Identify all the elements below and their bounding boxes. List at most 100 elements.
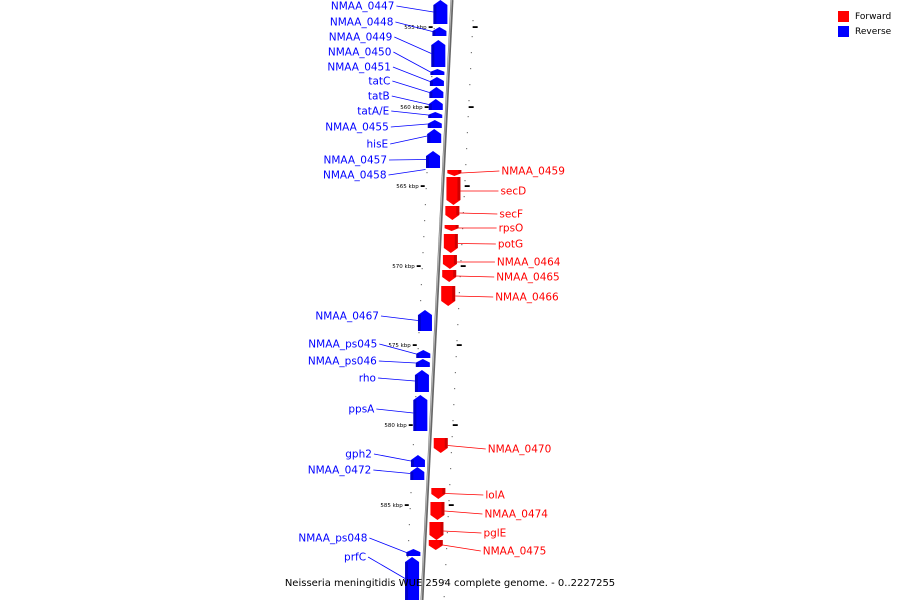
gene-ppsa[interactable] bbox=[413, 395, 428, 431]
minor-tick-dot bbox=[465, 164, 467, 166]
scale-ticks: 555 kbp 560 kbp 565 kbp 570 kbp 575 kbp 580 k… bbox=[380, 25, 478, 509]
gene-label-nmaa-0467[interactable]: NMAA_0467 bbox=[315, 311, 379, 323]
minor-tick-dot bbox=[451, 436, 453, 438]
gene-label-tatc[interactable]: tatC bbox=[368, 76, 390, 88]
gene-leader-line bbox=[369, 537, 407, 553]
backbone bbox=[420, 0, 454, 600]
scale-tick-label: 580 kbp bbox=[384, 423, 407, 429]
gene-nmaa-0450[interactable] bbox=[430, 69, 445, 75]
gene-leader-line bbox=[396, 5, 434, 13]
gene-nmaa-0449[interactable] bbox=[431, 40, 446, 67]
gene-label-nmaa-0459[interactable]: NMAA_0459 bbox=[501, 166, 565, 178]
minor-tick-dot bbox=[443, 596, 445, 598]
gene-nmaa-ps046[interactable] bbox=[415, 359, 430, 367]
minor-tick-dot bbox=[420, 300, 422, 302]
gene-leader-line bbox=[390, 135, 428, 145]
gene-nmaa-0455[interactable] bbox=[427, 120, 442, 128]
gene-label-ppsa[interactable]: ppsA bbox=[348, 404, 375, 416]
gene-tata-e[interactable] bbox=[428, 112, 443, 118]
legend-item-forward[interactable]: Forward bbox=[838, 9, 891, 24]
gene-leader-line bbox=[380, 315, 419, 321]
gene-nmaa-0447[interactable] bbox=[433, 0, 448, 24]
gene-nmaa-0459[interactable] bbox=[447, 170, 462, 176]
legend-item-reverse[interactable]: Reverse bbox=[838, 24, 891, 39]
minor-tick-dot bbox=[448, 500, 450, 502]
gene-label-nmaa-0474[interactable]: NMAA_0474 bbox=[484, 509, 548, 521]
minor-tick-dot bbox=[446, 532, 448, 534]
gene-secf[interactable] bbox=[445, 206, 460, 220]
gene-nmaa-ps045[interactable] bbox=[416, 350, 431, 358]
gene-potg[interactable] bbox=[443, 234, 458, 253]
scale-tick-label: 560 kbp bbox=[400, 105, 423, 111]
gene-secd[interactable] bbox=[446, 177, 461, 205]
gene-label-hise[interactable]: hisE bbox=[367, 139, 389, 151]
gene-nmaa-0467[interactable] bbox=[417, 310, 432, 331]
gene-nmaa-0472[interactable] bbox=[410, 467, 425, 480]
minor-tick-dot bbox=[407, 556, 409, 558]
gene-label-nmaa-0451[interactable]: NMAA_0451 bbox=[327, 62, 391, 74]
gene-rho[interactable] bbox=[414, 370, 429, 392]
gene-label-nmaa-0465[interactable]: NMAA_0465 bbox=[496, 272, 560, 284]
gene-label-nmaa-0449[interactable]: NMAA_0449 bbox=[329, 32, 393, 44]
minor-tick-dot bbox=[466, 148, 468, 150]
gene-leader-line bbox=[447, 445, 486, 450]
gene-nmaa-0448[interactable] bbox=[432, 27, 447, 36]
gene-label-lola[interactable]: lolA bbox=[485, 490, 505, 502]
minor-tick-dot bbox=[455, 356, 457, 358]
minor-tick-dot bbox=[460, 260, 462, 262]
gene-label-nmaa-0458[interactable]: NMAA_0458 bbox=[323, 170, 387, 182]
gene-nmaa-0465[interactable] bbox=[442, 270, 457, 282]
scale-tick-mark bbox=[448, 504, 454, 506]
gene-label-secd[interactable]: secD bbox=[500, 186, 526, 198]
gene-label-nmaa-0447[interactable]: NMAA_0447 bbox=[331, 1, 395, 13]
gene-lola[interactable] bbox=[431, 488, 446, 499]
gene-label-nmaa-ps045[interactable]: NMAA_ps045 bbox=[308, 339, 377, 351]
minor-tick-dot bbox=[458, 292, 460, 294]
gene-label-pgle[interactable]: pglE bbox=[483, 528, 506, 540]
gene-nmaa-0475[interactable] bbox=[428, 540, 443, 550]
gene-nmaa-0457[interactable] bbox=[426, 151, 441, 168]
gene-label-gph2[interactable]: gph2 bbox=[345, 449, 372, 461]
minor-tick-dot bbox=[453, 404, 455, 406]
gene-nmaa-0474[interactable] bbox=[430, 502, 445, 520]
gene-label-rho[interactable]: rho bbox=[359, 373, 376, 385]
gene-nmaa-0464[interactable] bbox=[442, 255, 457, 269]
gene-label-nmaa-ps048[interactable]: NMAA_ps048 bbox=[298, 533, 367, 545]
gene-leader-line bbox=[445, 493, 484, 496]
minor-tick-dot bbox=[450, 468, 452, 470]
gene-rpso[interactable] bbox=[444, 225, 459, 231]
minor-tick-dot bbox=[431, 76, 433, 78]
gene-label-nmaa-0448[interactable]: NMAA_0448 bbox=[330, 17, 394, 29]
gene-label-nmaa-0466[interactable]: NMAA_0466 bbox=[495, 292, 559, 304]
gene-nmaa-0451[interactable] bbox=[429, 77, 444, 86]
gene-nmaa-0470[interactable] bbox=[433, 438, 448, 453]
gene-label-nmaa-0457[interactable]: NMAA_0457 bbox=[323, 155, 387, 167]
gene-nmaa-ps048[interactable] bbox=[406, 549, 421, 556]
gene-prfc[interactable] bbox=[405, 557, 420, 600]
gene-label-nmaa-0450[interactable]: NMAA_0450 bbox=[328, 47, 392, 59]
gene-leader-line bbox=[444, 510, 483, 515]
minor-tick-dot bbox=[467, 116, 469, 118]
gene-leader-line bbox=[390, 123, 428, 128]
gene-pgle[interactable] bbox=[429, 522, 444, 540]
gene-hise[interactable] bbox=[427, 129, 442, 143]
gene-label-tata-e[interactable]: tatA/E bbox=[357, 106, 389, 118]
gene-nmaa-0466[interactable] bbox=[441, 286, 456, 306]
minor-tick-dot bbox=[445, 564, 447, 566]
gene-label-tatb[interactable]: tatB bbox=[368, 91, 390, 103]
gene-label-nmaa-0455[interactable]: NMAA_0455 bbox=[325, 122, 389, 134]
gene-label-nmaa-0472[interactable]: NMAA_0472 bbox=[308, 465, 372, 477]
gene-label-prfc[interactable]: prfC bbox=[344, 552, 366, 564]
minor-tick-dot bbox=[454, 372, 456, 374]
gene-label-secf[interactable]: secF bbox=[499, 209, 523, 221]
gene-label-rpso[interactable]: rpsO bbox=[499, 223, 524, 235]
gene-label-nmaa-0475[interactable]: NMAA_0475 bbox=[483, 546, 547, 558]
gene-label-nmaa-ps046[interactable]: NMAA_ps046 bbox=[308, 356, 377, 368]
gene-gph2[interactable] bbox=[410, 455, 425, 467]
gene-leader-line bbox=[443, 530, 482, 534]
gene-tatc[interactable] bbox=[429, 87, 444, 98]
gene-label-potg[interactable]: potG bbox=[498, 239, 523, 251]
gene-tatb[interactable] bbox=[428, 99, 443, 110]
gene-label-nmaa-0464[interactable]: NMAA_0464 bbox=[497, 257, 561, 269]
gene-label-nmaa-0470[interactable]: NMAA_0470 bbox=[488, 444, 552, 456]
